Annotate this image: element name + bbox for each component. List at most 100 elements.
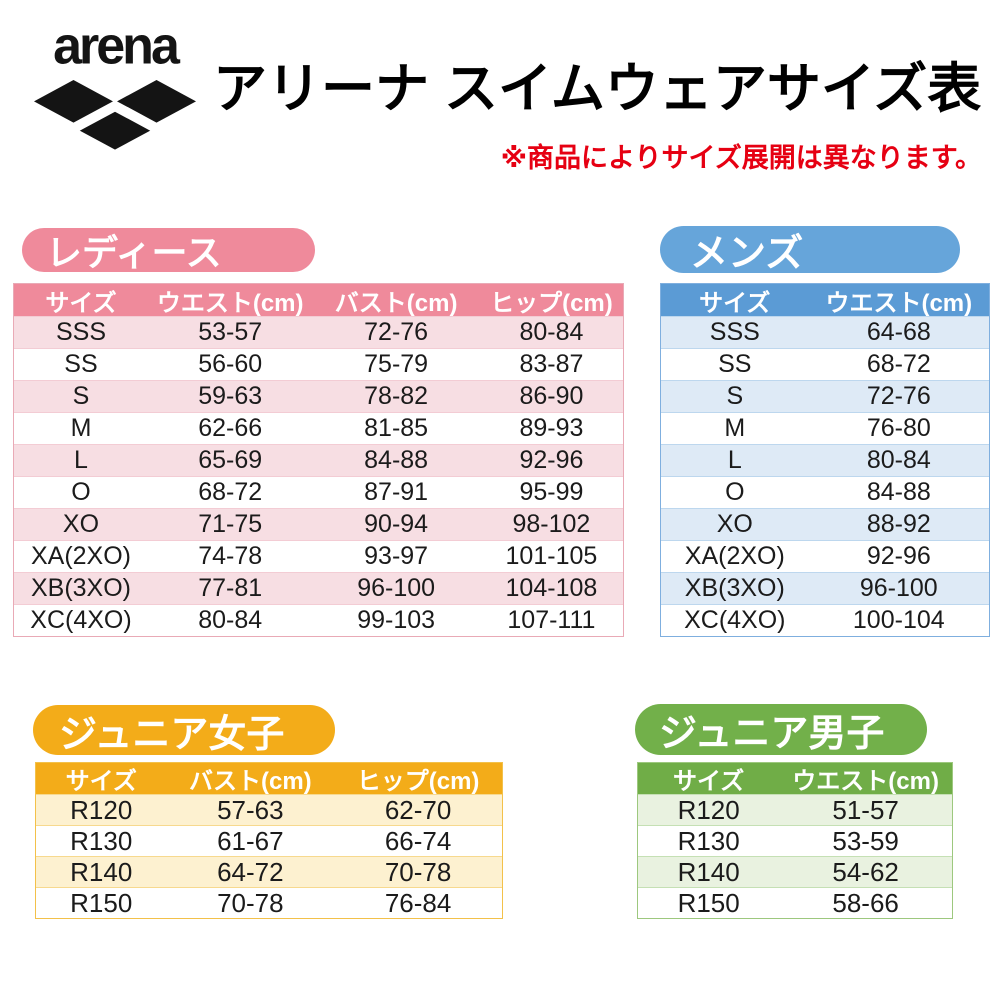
table-cell: 104-108 [505,574,598,602]
table-cell: 56-60 [198,350,263,378]
badge-junior-girls: ジュニア女子 [33,705,335,756]
table-cell: R130 [70,825,133,856]
table-cell: 99-103 [357,606,436,634]
table-cell: S [726,382,744,410]
table-row: XA(2XO) 92-96 [661,540,989,572]
table-row: R120 51-57 [638,794,952,825]
table-row: XB(3XO) 77-81 96-100 104-108 [14,572,623,604]
table-cell: XC(4XO) [684,606,786,634]
table-cell: SS [64,350,98,378]
table-cell: 62-66 [198,414,263,442]
table-cell: 87-91 [364,478,429,506]
table-cell: 68-72 [866,350,931,378]
table-cell: 95-99 [519,478,584,506]
table-row: R150 70-78 76-84 [36,887,502,918]
table-cell: 96-100 [357,574,436,602]
table-row: XA(2XO) 74-78 93-97 101-105 [14,540,623,572]
column-header: サイズ [65,768,137,795]
table-cell: 86-90 [519,382,584,410]
table-cell: 54-62 [832,856,899,887]
column-header: バスト(cm) [189,768,312,795]
table-cell: L [727,446,742,474]
table-cell: 72-76 [364,318,429,346]
table-cell: XO [716,510,753,538]
table-row: S 72-76 [661,380,989,412]
column-header: サイズ [673,768,745,795]
column-header: サイズ [699,289,771,317]
arena-logo: arena [30,19,200,153]
table-cell: 53-59 [832,825,899,856]
table-cell: R120 [677,794,740,825]
table-cell: 92-96 [519,446,584,474]
table-cell: 101-105 [505,542,598,570]
table-cell: 66-74 [384,825,452,856]
column-header: ウエスト(cm) [825,289,973,317]
table-cell: 77-81 [198,574,263,602]
table-row: R130 53-59 [638,825,952,856]
column-header: ウエスト(cm) [156,289,304,317]
table-cell: SS [718,350,752,378]
table-row: M 62-66 81-85 89-93 [14,412,623,444]
table-mens: サイズ ウエスト(cm) SSS 64-68 SS 68-72 S 72-76 M 76-80 L 8… [660,283,990,637]
table-junior-girls: サイズ バスト(cm) ヒップ(cm) R120 57-63 62-70 R130 61-67… [35,762,503,919]
table-ladies: サイズ ウエスト(cm) バスト(cm) ヒップ(cm) SSS 53-57 72-76 80… [13,283,624,637]
table-cell: XB(3XO) [684,574,785,602]
column-header: サイズ [45,289,117,317]
table-cell: 58-66 [832,887,899,918]
table-row: M 76-80 [661,412,989,444]
table-cell: 57-63 [217,794,284,825]
table-cell: 70-78 [217,887,284,918]
table-row: R120 57-63 62-70 [36,794,502,825]
table-row: SSS 53-57 72-76 80-84 [14,316,623,348]
table-cell: 76-84 [384,887,452,918]
column-header: ウエスト(cm) [792,768,939,795]
table-header-row: サイズ ウエスト(cm) [638,763,952,795]
table-cell: 64-68 [866,318,931,346]
table-cell: R140 [677,856,740,887]
table-junior-boys: サイズ ウエスト(cm) R120 51-57 R130 53-59 R140 54-62 R1… [637,762,953,919]
table-cell: 89-93 [519,414,584,442]
table-cell: 70-78 [384,856,452,887]
badge-ladies: レディース [22,228,315,273]
table-cell: 98-102 [512,510,591,538]
table-cell: 107-111 [507,606,596,634]
table-cell: 51-57 [832,794,899,825]
table-row: R140 54-62 [638,856,952,887]
table-row: O 68-72 87-91 95-99 [14,476,623,508]
table-cell: SSS [709,318,760,346]
column-header: バスト(cm) [334,289,458,317]
table-cell: 75-79 [364,350,429,378]
table-cell: 93-97 [364,542,429,570]
page-title: アリーナ スイムウェアサイズ表 [213,59,982,119]
badge-junior-boys: ジュニア男子 [635,704,927,755]
table-cell: XO [62,510,100,538]
table-cell: 68-72 [198,478,263,506]
table-cell: R150 [677,887,740,918]
table-cell: O [71,478,91,506]
table-cell: 80-84 [866,446,931,474]
table-cell: XB(3XO) [30,574,131,602]
table-cell: XC(4XO) [30,606,132,634]
table-row: L 65-69 84-88 92-96 [14,444,623,476]
table-cell: R150 [70,887,133,918]
table-row: S 59-63 78-82 86-90 [14,380,623,412]
table-cell: 83-87 [519,350,584,378]
table-cell: 90-94 [364,510,429,538]
table-cell: 61-67 [217,825,284,856]
table-cell: R130 [677,825,740,856]
table-cell: 64-72 [217,856,284,887]
table-cell: 80-84 [198,606,263,634]
table-cell: 65-69 [198,446,263,474]
table-cell: 72-76 [866,382,931,410]
table-row: R130 61-67 66-74 [36,825,502,856]
arena-diamonds-icon [34,80,196,153]
table-row: SS 56-60 75-79 83-87 [14,348,623,380]
table-cell: 78-82 [364,382,429,410]
table-row: XB(3XO) 96-100 [661,572,989,604]
table-cell: 80-84 [519,318,584,346]
table-row: XO 88-92 [661,508,989,540]
table-cell: XA(2XO) [684,542,785,570]
table-cell: 88-92 [866,510,931,538]
table-cell: 81-85 [364,414,429,442]
